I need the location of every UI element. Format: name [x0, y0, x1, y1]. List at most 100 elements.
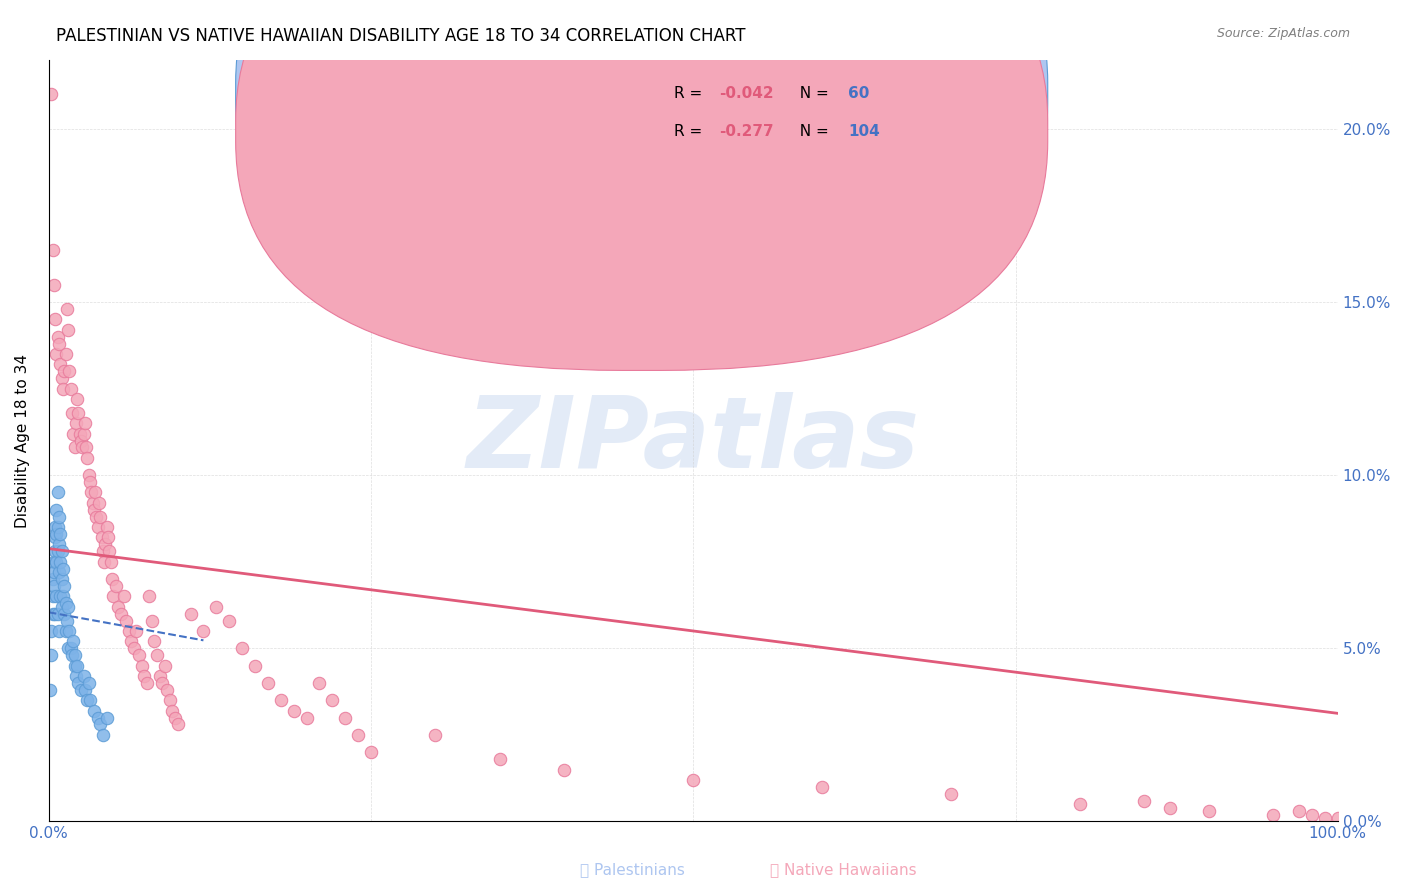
- Point: [70, 434, 93, 448]
- Text: -0.277: -0.277: [718, 125, 773, 139]
- Point: [101, 572, 124, 586]
- Point: [682, 772, 704, 787]
- Text: N =: N =: [790, 87, 834, 102]
- Point: [107, 599, 129, 614]
- Point: [46, 485, 69, 500]
- Point: [41, 572, 63, 586]
- Point: [91, 728, 114, 742]
- Point: [283, 704, 305, 718]
- Point: [72, 441, 94, 455]
- Point: [231, 641, 253, 656]
- Point: [118, 624, 141, 638]
- Point: [52, 590, 75, 604]
- Point: [51, 544, 73, 558]
- Y-axis label: Disability Age 18 to 34: Disability Age 18 to 34: [15, 353, 30, 527]
- Point: [1198, 804, 1220, 818]
- Point: [62, 426, 84, 441]
- Point: [939, 787, 962, 801]
- Point: [58, 624, 80, 638]
- Point: [146, 648, 169, 663]
- Point: [243, 658, 266, 673]
- Point: [150, 676, 173, 690]
- Point: [87, 710, 110, 724]
- Point: [489, 752, 512, 766]
- Point: [96, 710, 118, 724]
- Text: R =: R =: [673, 87, 707, 102]
- Point: [166, 717, 188, 731]
- Text: 60: 60: [848, 87, 869, 102]
- FancyBboxPatch shape: [596, 56, 970, 170]
- Point: [321, 693, 343, 707]
- Point: [87, 496, 110, 510]
- Point: [66, 658, 89, 673]
- Point: [77, 676, 100, 690]
- Point: [77, 468, 100, 483]
- Point: [1313, 811, 1336, 825]
- Point: [425, 728, 447, 742]
- Point: [60, 648, 83, 663]
- Point: [49, 527, 72, 541]
- Point: [79, 475, 101, 489]
- Point: [162, 704, 184, 718]
- FancyBboxPatch shape: [236, 0, 1047, 370]
- Point: [45, 527, 67, 541]
- Point: [115, 614, 138, 628]
- Point: [42, 579, 65, 593]
- Point: [347, 728, 370, 742]
- Point: [110, 607, 132, 621]
- Point: [41, 243, 63, 257]
- Point: [56, 323, 79, 337]
- Point: [53, 364, 76, 378]
- Text: Source: ZipAtlas.com: Source: ZipAtlas.com: [1216, 27, 1350, 40]
- Point: [44, 607, 66, 621]
- Point: [1263, 807, 1285, 822]
- Point: [44, 520, 66, 534]
- Point: [56, 599, 79, 614]
- Point: [94, 537, 117, 551]
- Point: [93, 555, 115, 569]
- Point: [205, 599, 228, 614]
- Point: [112, 590, 135, 604]
- Point: [138, 590, 160, 604]
- Point: [65, 416, 87, 430]
- Point: [55, 624, 77, 638]
- Text: 104: 104: [848, 125, 880, 139]
- Point: [44, 544, 66, 558]
- Point: [131, 658, 153, 673]
- Point: [56, 641, 79, 656]
- Point: [135, 676, 157, 690]
- Point: [46, 329, 69, 343]
- Point: [308, 676, 330, 690]
- Point: [55, 596, 77, 610]
- Text: PALESTINIAN VS NATIVE HAWAIIAN DISABILITY AGE 18 TO 34 CORRELATION CHART: PALESTINIAN VS NATIVE HAWAIIAN DISABILIT…: [56, 27, 745, 45]
- Point: [48, 336, 70, 351]
- Point: [58, 364, 80, 378]
- Point: [66, 392, 89, 406]
- Point: [75, 441, 97, 455]
- Point: [41, 624, 63, 638]
- Point: [143, 634, 166, 648]
- Point: [156, 682, 179, 697]
- FancyBboxPatch shape: [236, 0, 1047, 333]
- Point: [811, 780, 834, 794]
- Point: [70, 682, 93, 697]
- Point: [80, 485, 103, 500]
- Point: [97, 531, 120, 545]
- Point: [48, 624, 70, 638]
- Point: [65, 669, 87, 683]
- Point: [41, 648, 63, 663]
- Point: [82, 496, 104, 510]
- Point: [72, 669, 94, 683]
- Point: [295, 710, 318, 724]
- Point: [46, 520, 69, 534]
- Text: ⬛ Native Hawaiians: ⬛ Native Hawaiians: [770, 863, 917, 877]
- Point: [159, 693, 181, 707]
- Point: [270, 693, 292, 707]
- Point: [79, 693, 101, 707]
- Point: [104, 579, 127, 593]
- Point: [360, 745, 382, 759]
- Point: [41, 607, 63, 621]
- Point: [73, 416, 96, 430]
- Point: [69, 426, 91, 441]
- Point: [87, 520, 110, 534]
